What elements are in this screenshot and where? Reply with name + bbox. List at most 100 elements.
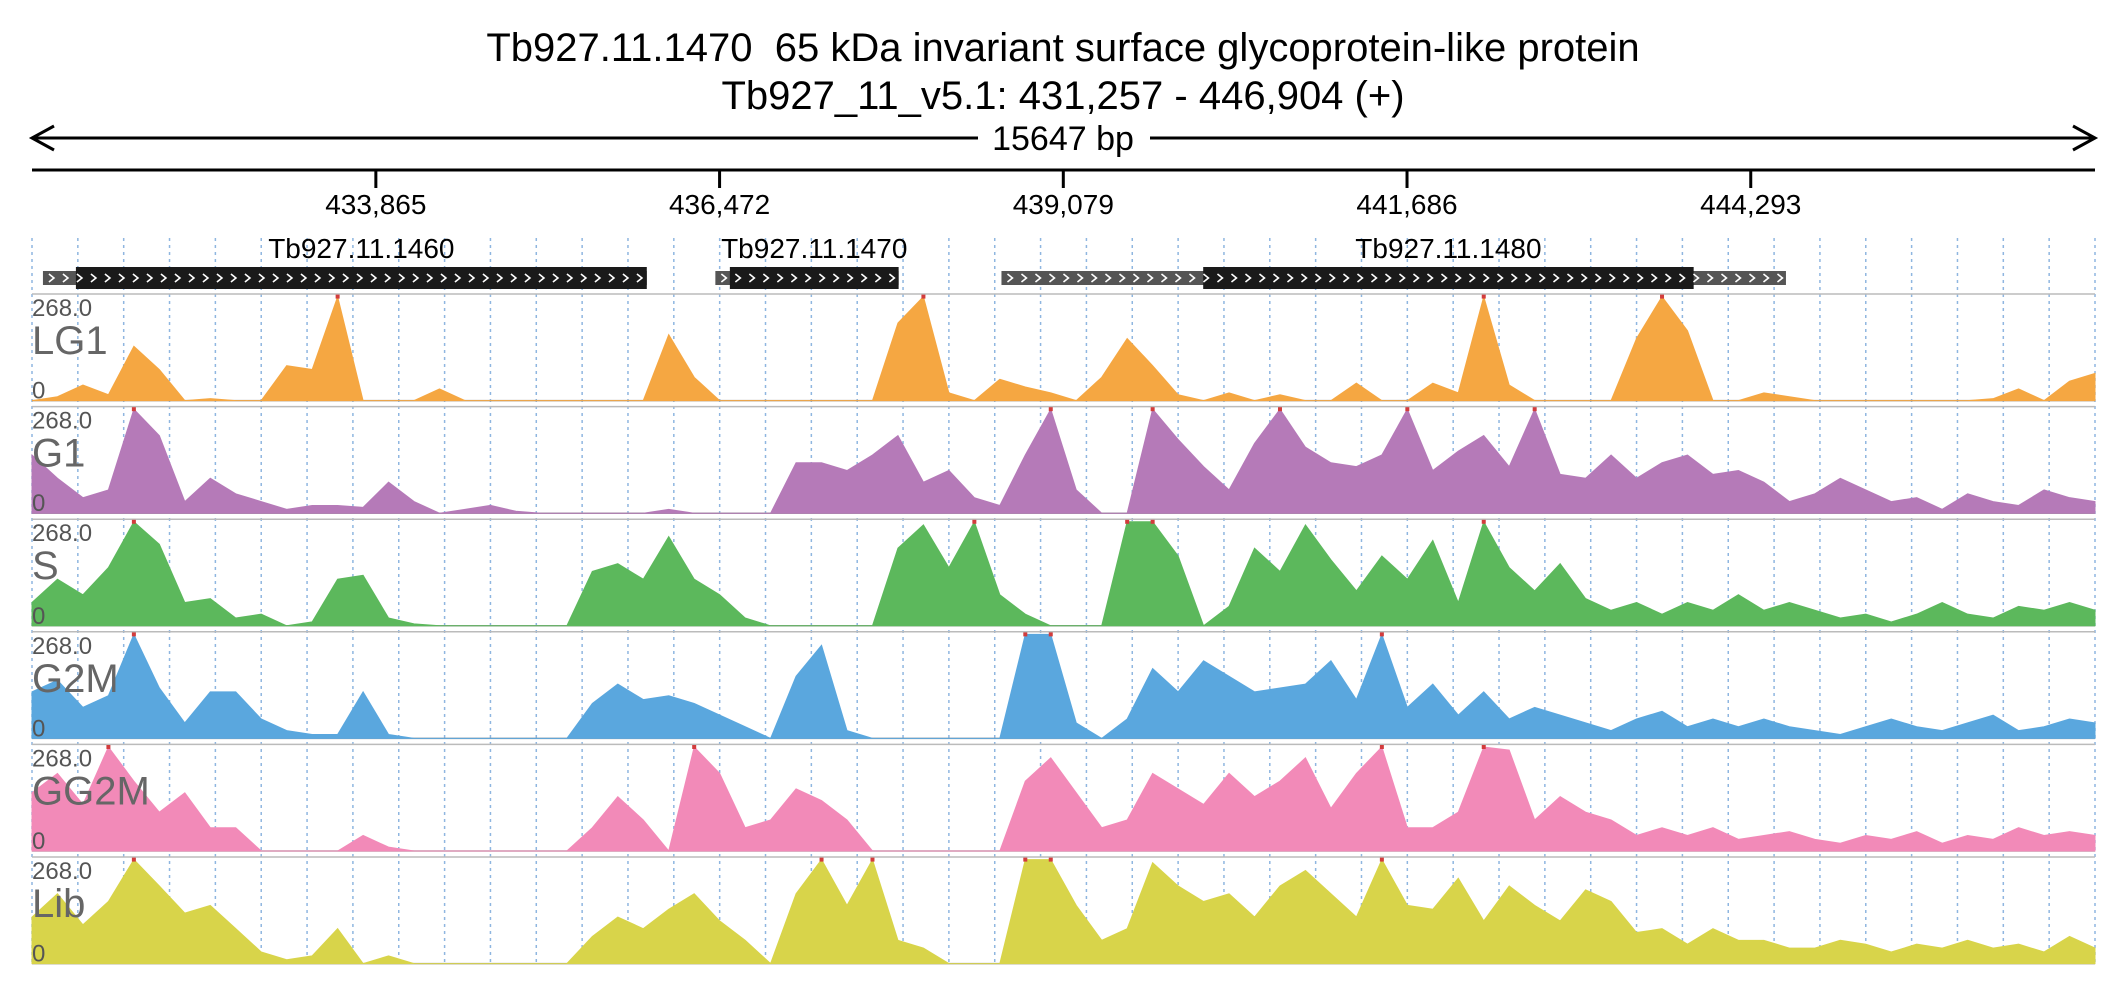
track-label: G1 [32,432,85,476]
clip-marker [1125,519,1130,524]
strand-arrow [300,273,308,283]
strand-arrow [1384,273,1392,283]
track-gg2m: 268.0 0 GG2M [31,743,2096,855]
track-label: Lib [32,882,85,926]
strand-arrow [748,273,756,283]
strand-arrow [1076,273,1084,283]
track-lib: 268.0 0 Lib [31,856,2096,968]
strand-arrow [594,273,602,283]
series-area [31,632,2096,740]
strand-arrow [244,273,252,283]
track-label: LG1 [32,319,108,363]
y-min-label: 0 [32,715,45,742]
strand-arrow [1594,273,1602,283]
clip-marker [692,745,697,749]
gene-label: Tb927.11.1480 [1355,233,1541,264]
clip-marker [972,519,977,524]
clip-marker [1481,519,1486,524]
strand-arrow [1482,273,1490,283]
clip-marker [1379,632,1384,637]
strand-arrow [1748,273,1756,283]
strand-arrow [1048,273,1056,283]
strand-arrow [720,273,728,283]
chart-subtitle: Tb927_11_v5.1: 431,257 - 446,904 (+) [721,74,1405,118]
strand-arrow [566,273,574,283]
strand-arrow [90,273,98,283]
strand-arrow [1090,273,1098,283]
strand-arrow [188,273,196,283]
strand-arrow [1650,273,1658,283]
strand-arrow [1678,273,1686,283]
strand-arrow [1622,273,1630,283]
strand-arrow [636,273,644,283]
y-max-label: 268.0 [32,858,92,885]
track-label: S [32,544,59,588]
strand-arrow [1342,273,1350,283]
strand-arrow [874,273,882,283]
strand-arrow [1132,273,1140,283]
strand-arrow [832,273,840,283]
clip-marker [1150,407,1155,412]
strand-arrow [1216,273,1224,283]
strand-arrow [860,273,868,283]
strand-arrow [202,273,210,283]
strand-arrow [1356,273,1364,283]
strand-arrow [1636,273,1644,283]
strand-arrow [384,273,392,283]
clip-marker [1379,745,1384,749]
strand-arrow [216,273,224,283]
y-min-label: 0 [32,828,45,855]
clip-marker [1023,632,1028,637]
clip-marker [1048,407,1053,412]
span-arrowhead-right [2072,124,2099,152]
strand-arrow [1006,273,1014,283]
clip-marker [1532,407,1537,412]
strand-arrow [804,273,812,283]
clip-marker [1481,745,1486,749]
y-min-label: 0 [32,941,45,968]
clip-marker [1660,294,1665,299]
strand-arrow [1412,273,1420,283]
strand-arrow [1538,273,1546,283]
strand-arrow [1202,273,1210,283]
span-label: 15647 bp [992,120,1134,158]
strand-arrow [1314,273,1322,283]
clip-marker [1405,407,1410,412]
strand-arrow [342,273,350,283]
strand-arrow [1160,273,1168,283]
strand-arrow [1104,273,1112,283]
gene-cds [1203,267,1694,289]
y-max-label: 268.0 [32,295,92,322]
strand-arrow [104,273,112,283]
series-area [31,520,2096,627]
y-max-label: 268.0 [32,633,92,660]
gene-label: Tb927.11.1460 [268,233,454,264]
strand-arrow [1524,273,1532,283]
clip-marker [870,857,875,862]
strand-arrow [146,273,154,283]
track-label: GG2M [32,769,150,813]
strand-arrow [608,273,616,283]
strand-arrow [524,273,532,283]
gene-cds [729,267,899,289]
strand-arrow [1426,273,1434,283]
strand-arrow [790,273,798,283]
clip-marker [131,407,136,412]
strand-arrow [370,273,378,283]
clip-marker [335,294,340,299]
strand-arrow [818,273,826,283]
strand-arrow [468,273,476,283]
strand-arrow [510,273,518,283]
clip-marker [1379,857,1384,862]
strand-arrow [356,273,364,283]
y-max-label: 268.0 [32,520,92,547]
strand-arrow [160,273,168,283]
track-lg1: 268.0 0 LG1 [31,293,2096,405]
clip-marker [1023,857,1028,862]
strand-arrow [1664,273,1672,283]
strand-arrow [1034,273,1042,283]
strand-arrow [132,273,140,283]
x-tick-label: 444,293 [1700,189,1801,220]
strand-arrow [1734,273,1742,283]
